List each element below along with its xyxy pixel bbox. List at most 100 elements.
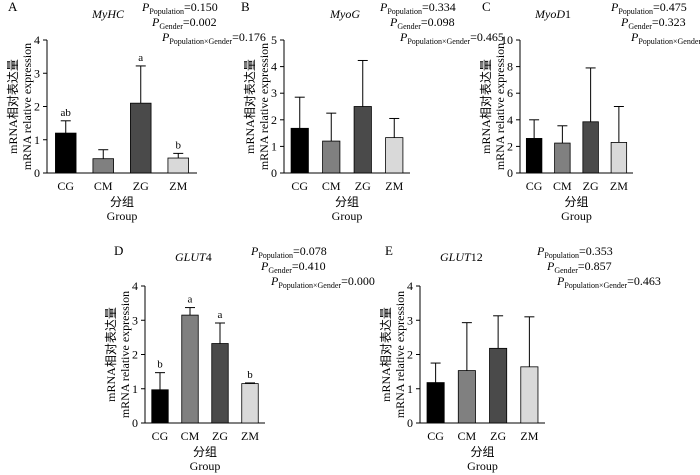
- bar-cg: [525, 138, 543, 174]
- stat-name: Population×Gender: [638, 37, 700, 46]
- stat-name: Population×Gender: [278, 281, 341, 290]
- stat-value: =0.857: [578, 259, 612, 273]
- stat-p: P: [260, 259, 269, 273]
- y-tick-label: 1: [271, 139, 277, 153]
- x-tick-label: ZM: [241, 429, 259, 443]
- x-tick-label: CM: [181, 429, 200, 443]
- panel-c: C MyoD1 PPopulation=0.475PGender=0.323PPop…: [479, 0, 700, 223]
- bar-zg: [353, 106, 372, 174]
- stat-value: =0.098: [421, 15, 455, 29]
- stat-value: =0.463: [627, 274, 661, 288]
- x-axis-title-cn: 分组: [564, 195, 588, 209]
- bar-cm: [92, 158, 114, 174]
- stat-value: =0.323: [652, 15, 686, 29]
- bar-cg: [290, 127, 309, 174]
- y-axis-title-en: mRNA relative expression: [20, 43, 34, 170]
- stat-p: P: [620, 15, 629, 29]
- gene-title: MyoD1: [534, 7, 571, 21]
- y-axis-title-en: mRNA relative expression: [393, 291, 407, 418]
- x-axis-title-en: Group: [107, 209, 138, 223]
- x-tick-label: ZM: [610, 179, 628, 193]
- stats-block: PPopulation=0.078PGender=0.410PPopulatio…: [250, 244, 375, 290]
- y-tick-label: 4: [34, 33, 40, 47]
- y-tick-label: 0: [407, 416, 413, 430]
- stat-line: PPopulation×Gender=0.524: [630, 30, 700, 46]
- stat-name: Gender: [554, 266, 578, 275]
- significance-label: a: [188, 294, 193, 306]
- stat-p: P: [379, 0, 388, 14]
- bar-zm: [520, 366, 539, 424]
- x-axis-title-en: Group: [561, 209, 592, 223]
- x-tick-label: CG: [526, 179, 543, 193]
- bar-cg: [151, 389, 169, 424]
- stat-line: PPopulation=0.150: [141, 0, 218, 16]
- stat-value: =0.150: [184, 0, 218, 14]
- y-axis-title-cn: mRNA相对表达量: [479, 59, 493, 154]
- y-tick-label: 10: [501, 33, 513, 47]
- x-tick-label: CM: [458, 429, 477, 443]
- panel-letter: E: [385, 243, 393, 258]
- bar-zm: [167, 157, 189, 174]
- panel-letter: C: [482, 0, 491, 14]
- y-tick-label: 1: [34, 133, 40, 147]
- stats-block: PPopulation=0.475PGender=0.323PPopulatio…: [610, 0, 700, 46]
- x-tick-label: CM: [553, 179, 572, 193]
- significance-label: b: [176, 139, 182, 151]
- stat-line: PGender=0.098: [389, 15, 455, 31]
- y-tick-label: 4: [132, 279, 138, 293]
- gene-title-stem: MyoD: [534, 7, 565, 21]
- x-tick-label: ZG: [490, 429, 506, 443]
- y-axis-title-en: mRNA relative expression: [118, 291, 132, 418]
- x-tick-label: ZG: [212, 429, 228, 443]
- significance-label: b: [247, 369, 253, 381]
- gene-title-suffix: 4: [206, 250, 212, 264]
- stat-name: Gender: [159, 22, 183, 31]
- stat-line: PPopulation=0.475: [610, 0, 687, 16]
- y-tick-label: 3: [407, 313, 413, 327]
- stat-p: P: [161, 30, 170, 44]
- stat-p: P: [270, 274, 279, 288]
- stat-name: Population×Gender: [407, 37, 470, 46]
- panel-a: A MyHC PPopulation=0.150PGender=0.002PPopu…: [6, 0, 266, 223]
- y-tick-label: 4: [407, 279, 413, 293]
- stat-line: PPopulation=0.334: [379, 0, 456, 16]
- stat-value: =0.410: [292, 259, 326, 273]
- panel-letter: B: [241, 0, 250, 14]
- y-tick-label: 5: [271, 33, 277, 47]
- bar-zg: [489, 347, 508, 424]
- stat-p: P: [630, 30, 639, 44]
- stat-p: P: [536, 244, 545, 258]
- gene-title-stem: MyoG: [329, 7, 360, 21]
- panel-d: D GLUT4 PPopulation=0.078PGender=0.410PPop…: [104, 243, 375, 473]
- panel-b: B MyoG PPopulation=0.334PGender=0.098PPopu…: [241, 0, 504, 223]
- stat-name: Population×Gender: [564, 281, 627, 290]
- y-axis-title-cn: mRNA相对表达量: [104, 307, 118, 402]
- x-tick-label: CG: [291, 179, 308, 193]
- x-axis-title-cn: 分组: [193, 445, 217, 459]
- stat-p: P: [556, 274, 565, 288]
- stat-line: PPopulation×Gender=0.176: [161, 30, 266, 46]
- stats-block: PPopulation=0.150PGender=0.002PPopulatio…: [141, 0, 266, 46]
- y-tick-label: 8: [507, 60, 513, 74]
- stat-p: P: [610, 0, 619, 14]
- y-tick-label: 2: [507, 139, 513, 153]
- stat-p: P: [250, 244, 259, 258]
- y-tick-label: 0: [271, 166, 277, 180]
- x-tick-label: CM: [94, 179, 113, 193]
- y-tick-label: 2: [132, 348, 138, 362]
- x-tick-label: ZG: [583, 179, 599, 193]
- x-axis-title-en: Group: [190, 459, 221, 473]
- bar-cg: [55, 132, 77, 174]
- stat-name: Gender: [268, 266, 292, 275]
- x-axis-title-cn: 分组: [110, 195, 134, 209]
- stat-line: PGender=0.857: [546, 259, 612, 275]
- y-tick-label: 3: [34, 66, 40, 80]
- y-tick-label: 1: [407, 382, 413, 396]
- stat-value: =0.353: [579, 244, 613, 258]
- stat-line: PGender=0.002: [151, 15, 217, 31]
- x-axis-title-cn: 分组: [470, 445, 494, 459]
- bar-cm: [322, 140, 341, 174]
- bar-cm: [554, 142, 571, 174]
